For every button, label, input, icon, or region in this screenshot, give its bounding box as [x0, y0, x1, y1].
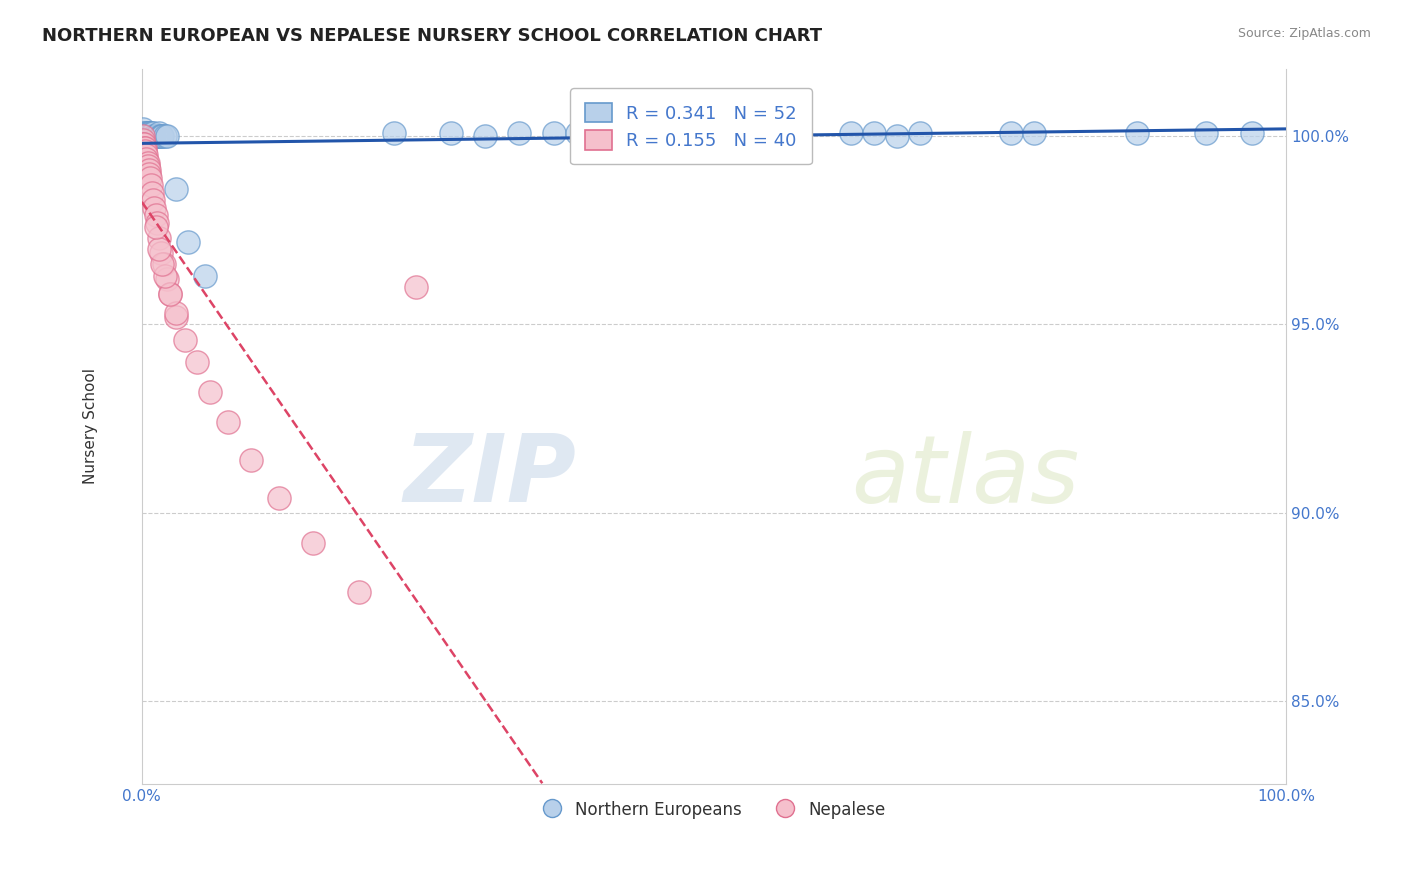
Point: [176, 235, 198, 249]
Point: [159, 287, 181, 301]
Point: [134, 140, 156, 154]
Point: [152, 257, 174, 271]
Point: [634, 129, 657, 144]
Legend: Northern Europeans, Nepalese: Northern Europeans, Nepalese: [536, 794, 893, 825]
Point: [588, 129, 610, 144]
Point: [145, 208, 167, 222]
Point: [139, 129, 162, 144]
Point: [159, 287, 181, 301]
Point: [132, 136, 155, 151]
Point: [269, 491, 291, 505]
Point: [141, 186, 163, 200]
Point: [1126, 126, 1149, 140]
Point: [139, 129, 162, 144]
Point: [165, 306, 187, 320]
Point: [200, 385, 222, 400]
Point: [138, 163, 160, 178]
Point: [886, 129, 908, 144]
Point: [145, 216, 167, 230]
Point: [217, 416, 239, 430]
Point: [153, 268, 176, 283]
Point: [405, 280, 427, 294]
Point: [142, 194, 165, 208]
Text: NORTHERN EUROPEAN VS NEPALESE NURSERY SCHOOL CORRELATION CHART: NORTHERN EUROPEAN VS NEPALESE NURSERY SC…: [42, 27, 823, 45]
Point: [143, 129, 166, 144]
Point: [908, 126, 931, 140]
Point: [150, 129, 173, 144]
Point: [474, 129, 496, 144]
Point: [1000, 126, 1022, 140]
Point: [1195, 126, 1218, 140]
Point: [136, 155, 159, 169]
Point: [165, 182, 187, 196]
Point: [132, 121, 155, 136]
Point: [440, 126, 463, 140]
Point: [142, 129, 165, 144]
Point: [156, 272, 179, 286]
Point: [149, 129, 172, 144]
Point: [148, 231, 170, 245]
Point: [132, 129, 155, 144]
Point: [139, 129, 162, 144]
Point: [565, 126, 588, 140]
Point: [145, 219, 167, 234]
Point: [136, 160, 159, 174]
Point: [165, 310, 187, 324]
Point: [148, 242, 170, 256]
Point: [148, 126, 170, 140]
Point: [138, 126, 160, 140]
Point: [143, 201, 166, 215]
Point: [142, 126, 165, 140]
Point: [132, 133, 155, 147]
Point: [139, 178, 162, 193]
Point: [150, 246, 173, 260]
Point: [657, 126, 679, 140]
Point: [134, 129, 156, 144]
Point: [863, 126, 886, 140]
Point: [134, 145, 156, 159]
Point: [543, 126, 565, 140]
Point: [508, 126, 530, 140]
Point: [347, 584, 370, 599]
Point: [186, 355, 208, 369]
Point: [239, 453, 262, 467]
Point: [134, 140, 156, 154]
Point: [146, 129, 169, 144]
Point: [134, 126, 156, 140]
Text: Source: ZipAtlas.com: Source: ZipAtlas.com: [1237, 27, 1371, 40]
Point: [141, 129, 163, 144]
Point: [153, 129, 176, 144]
Point: [135, 129, 157, 144]
Point: [135, 126, 157, 140]
Text: atlas: atlas: [851, 431, 1080, 522]
Point: [156, 129, 179, 144]
Point: [382, 126, 405, 140]
Point: [138, 129, 160, 144]
Point: [152, 129, 174, 144]
Point: [152, 257, 174, 271]
Point: [145, 129, 167, 144]
Point: [136, 126, 159, 140]
Point: [134, 136, 156, 151]
Point: [1024, 126, 1046, 140]
Point: [145, 129, 167, 144]
Point: [612, 126, 634, 140]
Point: [679, 126, 702, 140]
Point: [174, 333, 197, 347]
Point: [136, 129, 159, 144]
Point: [703, 129, 725, 144]
Point: [302, 536, 325, 550]
Text: Nursery School: Nursery School: [83, 368, 98, 484]
Point: [139, 126, 162, 140]
Point: [134, 126, 156, 140]
Point: [135, 148, 157, 162]
Point: [1240, 126, 1263, 140]
Point: [141, 126, 163, 140]
Point: [839, 126, 862, 140]
Point: [194, 268, 217, 283]
Point: [138, 167, 160, 181]
Point: [139, 170, 162, 185]
Point: [135, 152, 157, 166]
Text: ZIP: ZIP: [404, 430, 576, 522]
